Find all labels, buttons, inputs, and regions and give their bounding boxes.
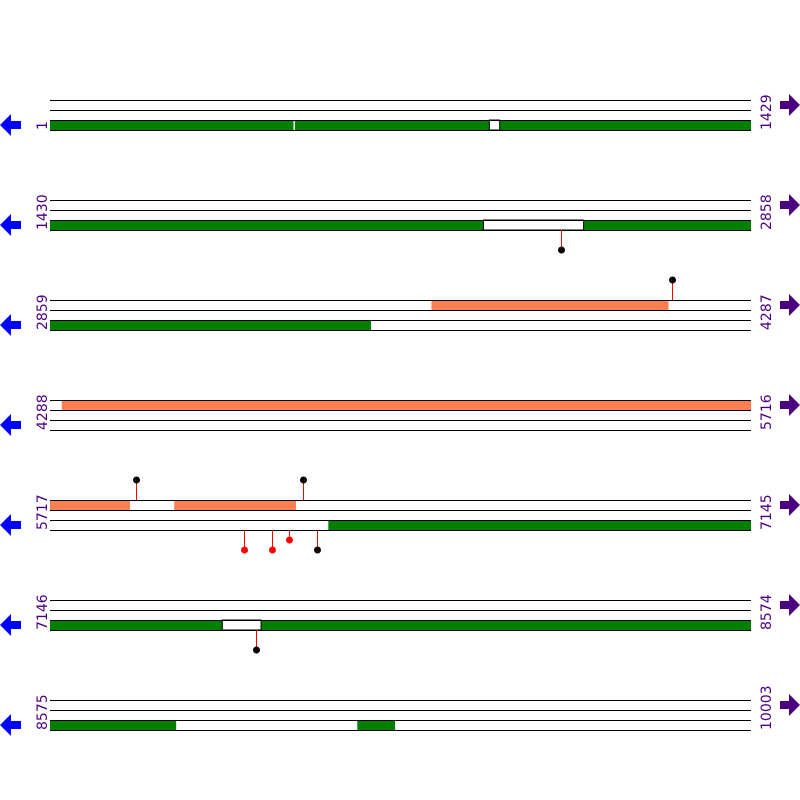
- arrow-left-icon[interactable]: [0, 314, 21, 336]
- start-position-label: 1: [35, 121, 51, 130]
- start-position-label: 1430: [35, 194, 51, 230]
- start-position-label: 7146: [35, 594, 51, 630]
- variant-marker[interactable]: [558, 246, 565, 254]
- variant-marker[interactable]: [241, 546, 248, 554]
- feature-upper[interactable]: [174, 500, 296, 510]
- arrow-left-icon[interactable]: [0, 614, 21, 636]
- end-position-label: 1429: [759, 94, 775, 130]
- arrow-left-icon[interactable]: [0, 414, 21, 436]
- arrow-right-icon[interactable]: [780, 394, 800, 416]
- variant-marker[interactable]: [286, 536, 293, 544]
- end-position-label: 10003: [759, 685, 775, 730]
- feature-box[interactable]: [488, 119, 501, 131]
- feature-lower[interactable]: [50, 720, 177, 730]
- feature-lower[interactable]: [50, 320, 372, 330]
- arrow-right-icon[interactable]: [780, 594, 800, 616]
- end-position-label: 8574: [759, 594, 775, 630]
- feature-box[interactable]: [221, 619, 262, 631]
- arrow-right-icon[interactable]: [780, 694, 800, 716]
- variant-marker[interactable]: [253, 646, 260, 654]
- arrow-left-icon[interactable]: [0, 114, 21, 136]
- arrow-right-icon[interactable]: [780, 494, 800, 516]
- feature-lower[interactable]: [357, 720, 396, 730]
- feature-lower[interactable]: [50, 620, 223, 630]
- end-position-label: 5716: [759, 394, 775, 430]
- variant-marker[interactable]: [314, 546, 321, 554]
- feature-lower[interactable]: [328, 520, 751, 530]
- feature-upper[interactable]: [431, 300, 669, 310]
- feature-lower[interactable]: [50, 220, 484, 230]
- variant-marker[interactable]: [269, 546, 276, 554]
- end-position-label: 4287: [759, 294, 775, 330]
- arrow-right-icon[interactable]: [780, 294, 800, 316]
- start-position-label: 8575: [35, 694, 51, 730]
- arrow-right-icon[interactable]: [780, 94, 800, 116]
- arrow-left-icon[interactable]: [0, 514, 21, 536]
- feature-box[interactable]: [482, 219, 585, 231]
- arrow-right-icon[interactable]: [780, 194, 800, 216]
- feature-upper[interactable]: [50, 500, 131, 510]
- feature-lower[interactable]: [261, 620, 751, 630]
- variant-marker[interactable]: [300, 476, 307, 484]
- arrow-left-icon[interactable]: [0, 714, 21, 736]
- feature-lower[interactable]: [499, 120, 751, 130]
- start-position-label: 2859: [35, 294, 51, 330]
- end-position-label: 7145: [759, 494, 775, 530]
- feature-lower[interactable]: [50, 120, 294, 130]
- start-position-label: 4288: [35, 394, 51, 430]
- variant-marker[interactable]: [669, 276, 676, 284]
- feature-upper[interactable]: [61, 400, 752, 410]
- feature-lower[interactable]: [583, 220, 751, 230]
- variant-marker[interactable]: [133, 476, 140, 484]
- start-position-label: 5717: [35, 494, 51, 530]
- arrow-left-icon[interactable]: [0, 214, 21, 236]
- feature-lower[interactable]: [294, 120, 490, 130]
- end-position-label: 2858: [759, 194, 775, 230]
